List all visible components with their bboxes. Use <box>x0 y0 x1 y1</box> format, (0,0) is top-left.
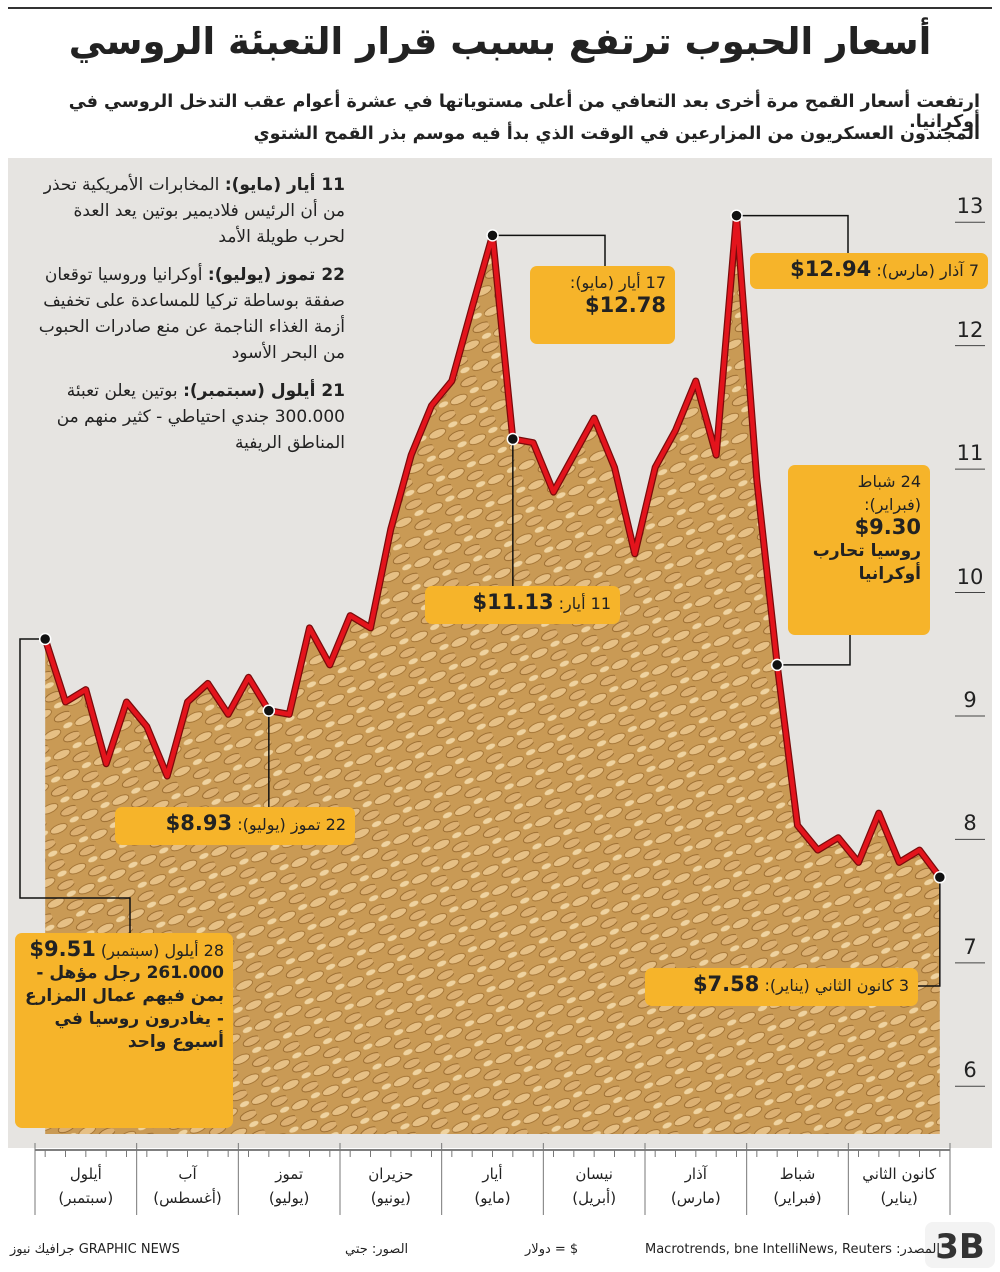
event: 11 أيار (مايو): المخابرات الأمريكية تحذر… <box>30 172 345 250</box>
x-tick-label: كانون الثاني (يناير) <box>862 1165 937 1207</box>
value-label: $12.78 <box>584 293 666 317</box>
callout-connector <box>918 877 941 987</box>
callout-date: 24 شباط (فبراير): <box>857 472 921 514</box>
callout-date: 28 أيلول (سبتمبر) <box>100 941 224 960</box>
value-label: $12.94 <box>790 257 872 281</box>
y-tick-label: 11 <box>956 441 984 466</box>
value-label: $7.58 <box>692 972 760 996</box>
callout: 11 أيار: $11.13 <box>425 586 620 624</box>
x-tick-label: شباط (فبراير) <box>773 1165 822 1207</box>
credit: GRAPHIC NEWS جرافيك نيوز <box>10 1242 180 1257</box>
point-marker <box>262 704 276 717</box>
x-tick-label: أيلول (سبتمبر) <box>58 1165 114 1207</box>
callout-date: 22 تموز (يوليو): <box>237 815 346 834</box>
event-date: 21 أيلول (سبتمبر): <box>183 381 345 401</box>
callout: 3 كانون الثاني (يناير): $7.58 <box>645 968 918 1006</box>
callout-note: 261.000 رجل مؤهل - بمن فيهم عمال المزارع… <box>24 963 224 1052</box>
point-marker <box>933 870 947 884</box>
point-marker <box>506 432 520 446</box>
wheat-area <box>45 215 940 1135</box>
x-tick-label: أيار (مايو) <box>474 1165 511 1207</box>
callout-date: 11 أيار: <box>558 594 611 613</box>
event-text: بوتين يعلن تعبئة 300.000 جندي احتياطي - … <box>56 381 345 453</box>
callout-connector <box>492 234 606 266</box>
x-tick-label: آذار (مارس) <box>670 1165 721 1207</box>
callout-connector <box>777 635 851 666</box>
callout: 22 تموز (يوليو): $8.93 <box>115 807 355 845</box>
callout-connector <box>736 214 849 253</box>
callout-date: 17 أيار (مايو): <box>569 273 666 292</box>
value-label: $9.30 <box>854 515 921 539</box>
value-label: $11.13 <box>472 590 554 614</box>
y-tick-label: 9 <box>963 687 977 712</box>
callout-note: روسيا تحارب أوكرانيا <box>812 541 921 584</box>
value-label: $9.51 <box>29 937 96 961</box>
event-text: المخابرات الأمريكية تحذر من أن الرئيس فل… <box>43 175 345 247</box>
callout: 28 أيلول (سبتمبر) $9.51 261.000 رجل مؤهل … <box>15 933 233 1128</box>
x-tick-label: آب (أغسطس) <box>153 1165 222 1207</box>
callout-connector <box>19 638 131 933</box>
y-tick-label: 8 <box>963 811 977 836</box>
logo: 3B <box>925 1222 995 1268</box>
subtitle-line: ارتفعت أسعار القمح مرة أخرى بعد التعافي … <box>68 92 980 132</box>
svg-text:3B: 3B <box>935 1227 985 1267</box>
x-tick-label: نيسان (أبريل) <box>572 1165 617 1207</box>
callout: 24 شباط (فبراير): $9.30 روسيا تحارب أوكرا… <box>788 465 930 635</box>
x-tick-label: تموز (يوليو) <box>268 1165 310 1207</box>
subtitle-line: المجندون العسكريون من المزارعين في الوقت… <box>253 124 980 144</box>
event: 22 تموز (يوليو): أوكرانيا وروسيا توقعان … <box>30 262 345 366</box>
unit: $ = دولار <box>525 1242 579 1257</box>
event: 21 أيلول (سبتمبر): بوتين يعلن تعبئة 300.… <box>30 378 345 456</box>
y-tick-label: 12 <box>956 317 984 342</box>
callout: 7 آذار (مارس): $12.94 <box>750 253 988 289</box>
point-marker <box>770 658 784 672</box>
callout-date: 3 كانون الثاني (يناير): <box>764 976 909 995</box>
y-tick-label: 6 <box>963 1058 977 1083</box>
point-marker <box>486 229 499 242</box>
y-tick-label: 7 <box>963 934 977 959</box>
callout: 17 أيار (مايو): $12.78 <box>530 266 675 344</box>
point-marker <box>38 632 52 646</box>
callout-date: 7 آذار (مارس): <box>876 261 979 280</box>
x-tick-label: حزيران (يونيو) <box>368 1165 414 1207</box>
y-tick-label: 10 <box>956 564 984 589</box>
title: أسعار الحبوب ترتفع بسبب قرار التعبئة الر… <box>68 20 932 63</box>
source: المصدر: Macrotrends, bne IntelliNews, Re… <box>645 1242 940 1257</box>
event-date: 11 أيار (مايو): <box>224 175 345 195</box>
point-marker <box>730 209 743 222</box>
event-date: 22 تموز (يوليو): <box>207 265 345 285</box>
events: 11 أيار (مايو): المخابرات الأمريكية تحذر… <box>30 172 345 468</box>
photos: الصور: جتي <box>345 1242 409 1257</box>
event-text: أوكرانيا وروسيا توقعان صفقة بوساطة تركيا… <box>38 265 345 363</box>
y-tick-label: 13 <box>956 194 984 219</box>
value-label: $8.93 <box>165 811 233 835</box>
